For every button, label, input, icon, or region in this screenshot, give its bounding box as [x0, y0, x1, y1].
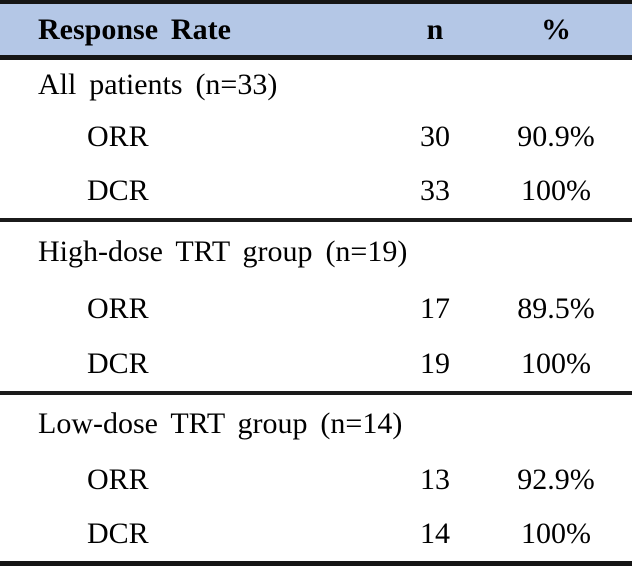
row-label: DCR [87, 517, 149, 550]
header-response-rate: Response Rate [38, 12, 231, 46]
row-pct-value: 100% [521, 517, 591, 550]
header-n: n [426, 12, 444, 46]
row-pct-value: 89.5% [517, 291, 595, 325]
header-percent: % [541, 12, 571, 46]
section-all-patients: All patients (n=33) ORR 30 90.9% DCR 33 … [0, 60, 632, 222]
table-row: DCR 33 100% [0, 164, 632, 218]
section-low-dose-trt: Low-dose TRT group (n=14) ORR 13 92.9% D… [0, 395, 632, 566]
table-header-row: Response Rate n % [0, 4, 632, 60]
table-row: ORR 30 90.9% [0, 110, 632, 164]
section-label: All patients (n=33) [38, 68, 278, 101]
section-label-row: Low-dose TRT group (n=14) [0, 395, 632, 453]
section-label: High-dose TRT group (n=19) [38, 234, 408, 268]
row-pct-value: 100% [521, 346, 591, 380]
row-label: DCR [87, 346, 149, 380]
section-label-row: All patients (n=33) [0, 60, 632, 110]
row-pct-value: 90.9% [517, 120, 595, 153]
row-n-value: 30 [420, 120, 450, 153]
row-n-value: 19 [420, 346, 450, 380]
row-n-value: 17 [420, 291, 450, 325]
table-row: DCR 14 100% [0, 507, 632, 561]
table-row: ORR 13 92.9% [0, 453, 632, 507]
row-n-value: 33 [420, 174, 450, 207]
row-n-value: 13 [420, 463, 450, 496]
row-pct-value: 100% [521, 174, 591, 207]
section-high-dose-trt: High-dose TRT group (n=19) ORR 17 89.5% … [0, 222, 632, 395]
row-label: ORR [87, 463, 149, 496]
row-label: ORR [87, 291, 149, 325]
row-pct-value: 92.9% [517, 463, 595, 496]
section-label-row: High-dose TRT group (n=19) [0, 222, 632, 281]
section-label: Low-dose TRT group (n=14) [38, 407, 403, 440]
row-label: ORR [87, 120, 149, 153]
row-n-value: 14 [420, 517, 450, 550]
table-row: ORR 17 89.5% [0, 281, 632, 336]
row-label: DCR [87, 174, 149, 207]
table-row: DCR 19 100% [0, 336, 632, 391]
